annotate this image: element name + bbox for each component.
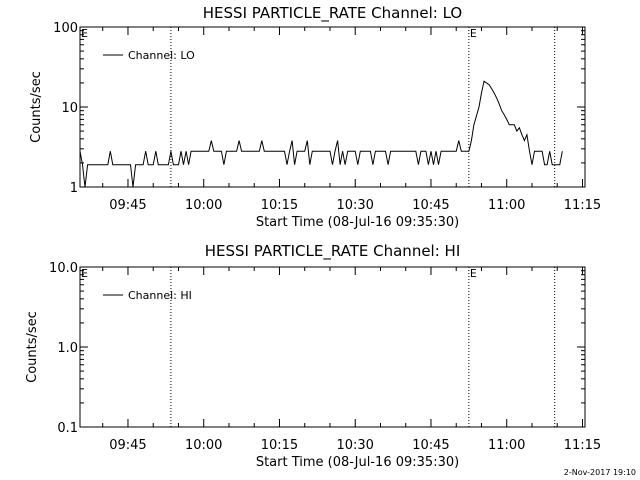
event-mark-label: E bbox=[81, 27, 88, 40]
x-tick-label: 11:15 bbox=[564, 438, 601, 453]
event-mark-label: E bbox=[470, 27, 477, 40]
panel-lo: HESSI PARTICLE_RATE Channel: LO 09:45 10:0… bbox=[29, 4, 601, 230]
x-tick-label: 10:45 bbox=[412, 198, 449, 213]
x-tick-label: 10:45 bbox=[412, 438, 449, 453]
chart-title: HESSI PARTICLE_RATE Channel: LO bbox=[203, 4, 462, 23]
y-tick-label: 1 bbox=[70, 181, 78, 196]
event-mark-label: E bbox=[81, 267, 88, 280]
legend-entry: Channel: HI bbox=[128, 289, 192, 302]
y-tick-label: 1.0 bbox=[57, 341, 78, 356]
x-axis-label: Start Time (08-Jul-16 09:35:30) bbox=[256, 455, 459, 470]
x-tick-label: 10:30 bbox=[336, 438, 373, 453]
series-line-channel-lo bbox=[79, 80, 563, 188]
x-axis-label: Start Time (08-Jul-16 09:35:30) bbox=[256, 215, 459, 230]
y-axis-label: Counts/sec bbox=[29, 71, 44, 143]
event-mark-label: E bbox=[470, 267, 477, 280]
x-tick-label: 10:00 bbox=[185, 198, 222, 213]
y-axis-label: Counts/sec bbox=[25, 311, 40, 383]
x-tick-label: 10:00 bbox=[185, 438, 222, 453]
x-tick-label: 09:45 bbox=[109, 438, 146, 453]
x-tick-label: 11:15 bbox=[564, 198, 601, 213]
chart-title: HESSI PARTICLE_RATE Channel: HI bbox=[205, 242, 461, 261]
y-tick-label: 10 bbox=[61, 101, 78, 116]
legend-entry: Channel: LO bbox=[128, 49, 195, 62]
y-tick-label: 0.1 bbox=[57, 421, 78, 436]
y-tick-label: 100 bbox=[53, 21, 78, 36]
timestamp-label: 2-Nov-2017 19:10 bbox=[564, 468, 636, 477]
x-tick-label: 11:00 bbox=[488, 198, 525, 213]
y-tick-label: 10.0 bbox=[49, 261, 78, 276]
x-tick-label: 09:45 bbox=[109, 198, 146, 213]
panel-hi: HESSI PARTICLE_RATE Channel: HI 09:45 10:0… bbox=[25, 242, 601, 470]
x-tick-label: 11:00 bbox=[488, 438, 525, 453]
x-tick-label: 10:30 bbox=[336, 198, 373, 213]
x-tick-label: 10:15 bbox=[261, 438, 298, 453]
x-tick-label: 10:15 bbox=[261, 198, 298, 213]
